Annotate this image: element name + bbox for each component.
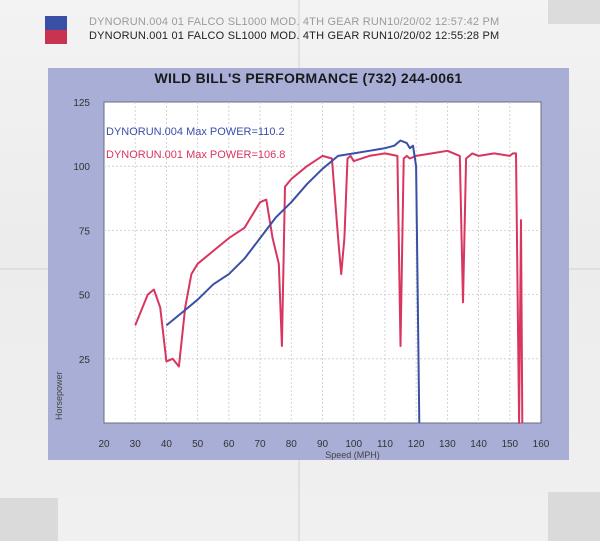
y-axis-label: Horsepower bbox=[54, 371, 64, 420]
y-tick-label: 100 bbox=[73, 162, 90, 173]
legend-text-run-001: DYNORUN.001 01 FALCO SL1000 MOD. 4TH GEA… bbox=[89, 30, 500, 42]
y-tick-label: 75 bbox=[79, 226, 91, 237]
x-tick-label: 140 bbox=[470, 439, 487, 450]
x-tick-label: 100 bbox=[345, 439, 362, 450]
y-tick-label: 25 bbox=[79, 355, 91, 366]
tape-top-right bbox=[548, 0, 600, 24]
x-tick-label: 60 bbox=[223, 439, 235, 450]
x-axis-label: Speed (MPH) bbox=[325, 450, 380, 460]
tape-bottom-left bbox=[0, 498, 58, 541]
legend-text-run-004: DYNORUN.004 01 FALCO SL1000 MOD. 4TH GEA… bbox=[89, 16, 500, 28]
series-line-dynorun-001 bbox=[134, 149, 524, 424]
x-tick-label: 160 bbox=[533, 439, 550, 450]
y-tick-label: 125 bbox=[73, 98, 90, 109]
max-power-annotation: DYNORUN.001 Max POWER=106.8 bbox=[106, 149, 285, 161]
tape-bottom-right bbox=[548, 492, 600, 541]
x-tick-label: 150 bbox=[501, 439, 518, 450]
x-tick-label: 50 bbox=[192, 439, 204, 450]
x-tick-label: 80 bbox=[286, 439, 298, 450]
x-tick-label: 110 bbox=[377, 439, 393, 450]
chart-title: WILD BILL'S PERFORMANCE (732) 244-0061 bbox=[154, 70, 463, 86]
x-tick-label: 40 bbox=[161, 439, 173, 450]
series-line-dynorun-004 bbox=[165, 139, 421, 424]
x-tick-label: 20 bbox=[98, 439, 110, 450]
x-tick-label: 70 bbox=[255, 439, 267, 450]
x-tick-label: 30 bbox=[130, 439, 142, 450]
y-tick-label: 50 bbox=[79, 291, 91, 302]
x-tick-label: 90 bbox=[317, 439, 329, 450]
legend-swatch-blue bbox=[45, 16, 67, 30]
legend-swatch-red bbox=[45, 30, 67, 44]
x-tick-label: 120 bbox=[408, 439, 425, 450]
max-power-annotation: DYNORUN.004 Max POWER=110.2 bbox=[106, 126, 285, 138]
x-tick-label: 130 bbox=[439, 439, 456, 450]
